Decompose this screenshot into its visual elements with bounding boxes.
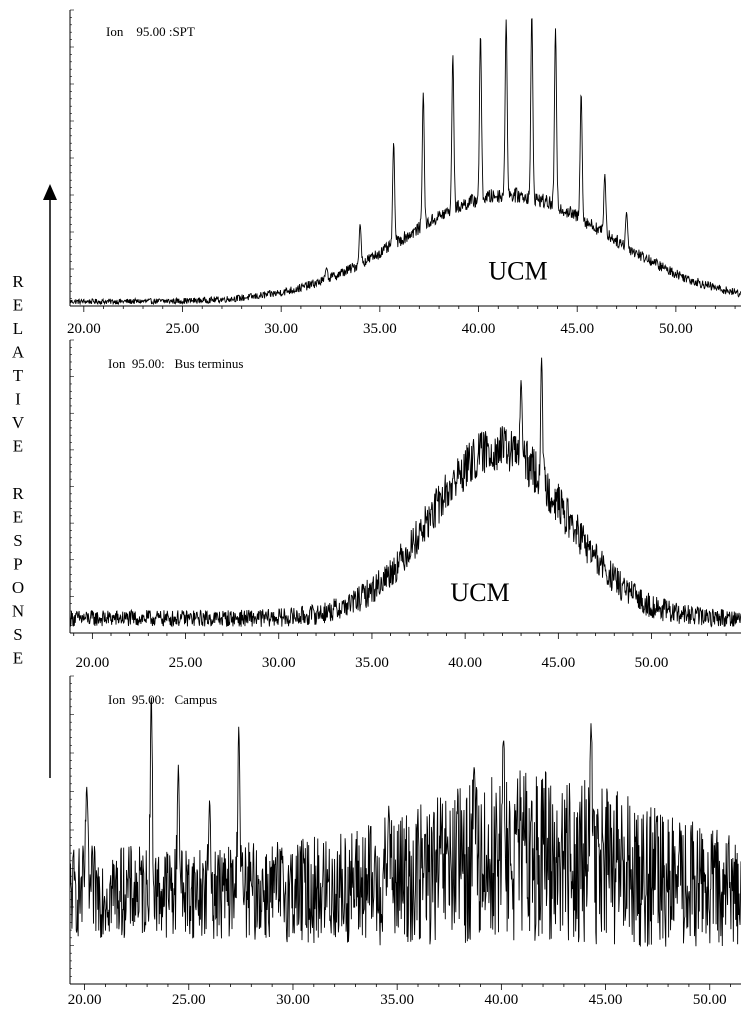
y-axis-label-letter: P xyxy=(13,555,22,574)
x-tick-label: 45.00 xyxy=(560,321,594,337)
chromatogram-trace xyxy=(69,357,741,628)
chromatogram-trace xyxy=(69,697,741,947)
x-tick-label: 25.00 xyxy=(169,655,203,671)
x-tick-label: 30.00 xyxy=(262,655,296,671)
x-tick-label: 35.00 xyxy=(355,655,389,671)
x-tick-label: 30.00 xyxy=(276,992,310,1008)
x-tick-label: 25.00 xyxy=(166,321,200,337)
y-axis-label-letter: O xyxy=(12,578,24,597)
x-tick-label: 20.00 xyxy=(67,321,101,337)
x-tick-label: 20.00 xyxy=(68,992,102,1008)
y-axis-label-letter: T xyxy=(13,366,24,385)
y-axis-label-letter: S xyxy=(13,625,22,644)
chromatogram-trace xyxy=(69,18,741,306)
y-axis-label-letter: R xyxy=(12,484,24,503)
y-axis-label-letter: E xyxy=(13,437,23,456)
y-axis-label-letter: E xyxy=(13,508,23,527)
x-tick-label: 40.00 xyxy=(448,655,482,671)
panel-campus: 20.00 25.00 30.00 35.00 40.00 45.00 50.00 Ion 9… xyxy=(68,675,741,1008)
y-axis-label-letter: E xyxy=(13,296,23,315)
y-axis-label-letter: L xyxy=(13,319,23,338)
x-tick-label: 50.00 xyxy=(659,321,693,337)
relative-response-arrow xyxy=(43,184,57,778)
x-tick-label: 50.00 xyxy=(635,655,669,671)
panel-title: Ion 95.00: Campus xyxy=(108,692,217,707)
y-axis-label-letter: N xyxy=(12,602,24,621)
x-tick-label: 40.00 xyxy=(462,321,496,337)
y-axis-label-letter: R xyxy=(12,272,24,291)
panel-spt: 20.00 25.00 30.00 35.00 40.00 45.00 50.00 Ion 9… xyxy=(67,9,741,337)
x-tick-label: 35.00 xyxy=(380,992,414,1008)
x-tick-label: 30.00 xyxy=(264,321,298,337)
ucm-annotation: UCM xyxy=(488,256,547,285)
panel-title: Ion 95.00 :SPT xyxy=(106,24,195,39)
x-tick-label: 45.00 xyxy=(541,655,575,671)
x-tick-label: 45.00 xyxy=(589,992,623,1008)
y-axis-label-letter: A xyxy=(12,343,25,362)
x-tick-label: 50.00 xyxy=(693,992,727,1008)
panel-bus-terminus: 20.00 25.00 30.00 35.00 40.00 45.00 50.00 Ion 9… xyxy=(69,339,741,671)
y-axis-label-letter: S xyxy=(13,531,22,550)
ucm-annotation: UCM xyxy=(450,578,509,607)
y-axis-label-letter: I xyxy=(15,390,21,409)
x-tick-label: 20.00 xyxy=(75,655,109,671)
panel-title: Ion 95.00: Bus terminus xyxy=(108,356,243,371)
x-tick-label: 40.00 xyxy=(484,992,518,1008)
x-tick-label: 35.00 xyxy=(363,321,397,337)
y-axis-label-letter: E xyxy=(13,649,23,668)
y-axis-label-letter: V xyxy=(12,413,25,432)
x-tick-label: 25.00 xyxy=(172,992,206,1008)
